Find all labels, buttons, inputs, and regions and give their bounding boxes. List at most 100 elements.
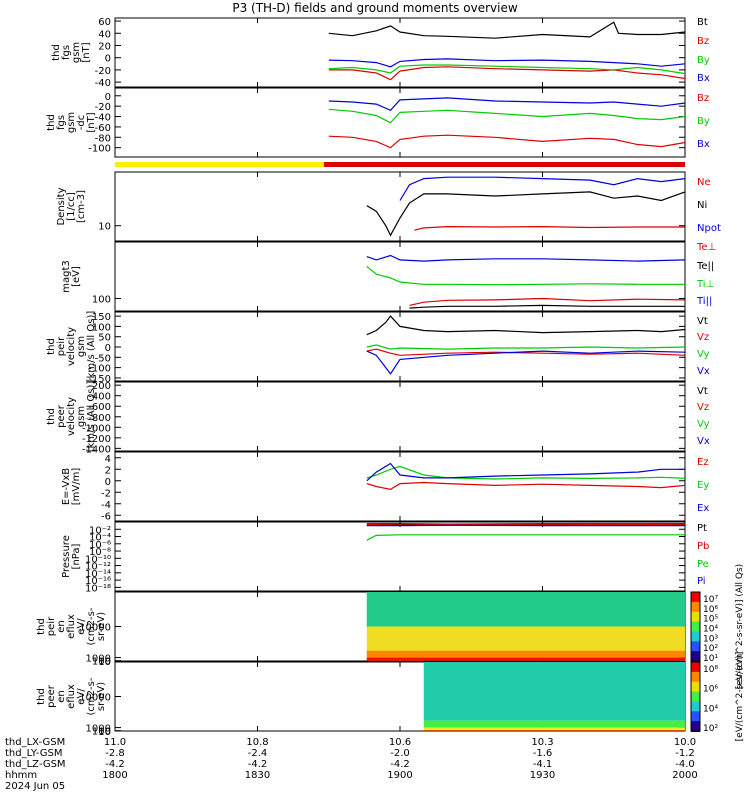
panel-pressure: Pressure [nPa]10⁻²10⁻⁴10⁻⁶10⁻⁸10⁻¹⁰10⁻¹²1… [61,521,709,594]
panel-peir_velocity: thd peir velocity gsm [km/s (All Qs)]1501005… [46,311,710,385]
spectrogram-band [366,626,685,651]
y-tick-label: -800 [88,413,111,424]
legend-Ey: Ey [697,480,709,491]
x-axis-value: -2.4 [248,748,268,759]
y-tick-label: -100 [88,144,111,155]
legend-Vx: Vx [697,366,710,377]
panel-frame [114,87,686,158]
y-tick-label: 50 [98,333,111,344]
y-axis-label: [mV/m] [71,468,82,506]
series-Ni [366,191,686,237]
x-axis-value: -4.1 [533,759,553,770]
y-tick-label: -1400 [82,444,111,455]
x-axis-value: 10.3 [531,737,553,748]
legend-Ti⊥: Ti⊥ [696,279,714,290]
y-tick-label: 1000 [86,654,111,665]
series-By [328,108,686,124]
panel-peir_en_eflux: thd peir en eflux eV/(cm2-s-sr-eV)10000 10001… [36,591,686,668]
y-tick-label: 10⁻¹⁸ [85,583,111,594]
colorbar-tick-label: 10⁸ [703,665,718,675]
y-tick-label: -20 [95,102,111,113]
series-Bz [328,66,686,81]
x-axis-value: 10.0 [674,737,696,748]
panel-frame [114,521,686,592]
series-Bx [328,58,686,68]
colorbar-peer_en_eflux: 10⁸ 10⁶ 10⁴ 10² [eV/(cm^2-s-sr-eV)] [690,652,745,742]
y-axis-label: eV/ [76,618,87,635]
y-tick-label: 0 [105,343,111,354]
legend-Pb: Pb [697,541,709,552]
legend-Ex: Ex [697,503,709,514]
y-axis-label: Pressure [61,535,72,578]
x-axis-value: 1900 [387,770,412,781]
y-axis-label: -dc [76,115,87,130]
colorbar-segment [691,592,700,603]
legend-Te||: Te|| [696,261,714,272]
y-tick-label: 10⁻⁶ [89,540,111,551]
series-Vy [366,344,686,350]
y-tick-label: 4 [105,454,111,465]
panel-frame [114,17,686,88]
y-tick-label: 10⁻¹⁴ [85,569,111,580]
y-axis-label: peir [46,616,57,636]
series-Vt [366,315,686,336]
y-tick-label: 10000 [79,623,111,634]
x-axis-value: -4.2 [390,759,410,770]
series-Ez [366,481,686,491]
legend-Bx: Bx [697,73,710,84]
colorbar-segment [691,621,700,633]
colorbar-tick-label: 10¹ [703,654,718,664]
colorbar-tick-label: 10³ [703,634,718,644]
x-axis-value: -2.0 [390,748,410,759]
y-tick-label: -50 [95,353,111,364]
legend-Pt: Pt [697,523,707,534]
y-axis-label: fgs [61,45,72,60]
y-tick-label: -400 [88,392,111,403]
y-axis-label: peer [56,404,67,428]
legend-Vt: Vt [697,316,708,327]
colorbar-segment [691,641,700,653]
y-axis-label: peir [56,336,67,356]
y-tick-label: -20 [95,66,111,77]
colorbar-tick-label: 10² [703,644,718,654]
colorbar-label: [eV/(cm^2-s-sr-eV)] [735,652,745,742]
series-Bt [328,21,686,39]
colorbar-segment [691,601,700,613]
y-tick-label: 10 [98,727,111,738]
panel-density: Density [1/cc] [cm-3] 10 Ne Ni Npot [56,171,721,242]
y-axis-label: gsm [76,406,87,427]
spectrogram-band [423,727,685,730]
y-tick-label: -1000 [82,423,111,434]
y-tick-label: 100 [92,294,111,305]
series-Te⊥ [409,297,686,306]
series-Ti|| [366,254,686,262]
y-axis-label: fgs [56,115,67,130]
y-tick-label: -4 [101,500,111,511]
y-tick-label: 10⁻⁴ [89,533,111,544]
x-axis-row-label: thd_LX-GSM [5,737,65,748]
colorbar-tick-label: 10⁴ [703,625,718,635]
y-axis-label: gsm [76,336,87,357]
y-tick-label: 150 [92,312,111,323]
x-axis-value: 10.8 [246,737,268,748]
y-tick-label: 2 [105,465,111,476]
x-axis-value: 1830 [245,770,270,781]
y-tick-label: -100 [88,364,111,375]
x-axis-value: -1.6 [533,748,553,759]
legend-Bx: Bx [697,139,710,150]
y-tick-label: -40 [95,113,111,124]
panel-efield: E=-VxB [mV/m] 420-2-4-6 Ez Ey Ex [61,451,709,522]
colorbar-segment [691,662,700,673]
y-axis-label: (cm2-s- [86,607,97,645]
y-tick-label: 20 [98,41,111,52]
y-tick-label: 10⁻¹² [85,562,111,573]
legend-Pi: Pi [697,576,706,587]
series-Bz [328,134,686,149]
y-tick-label: -200 [88,381,111,392]
series-Vz [366,348,686,356]
series-Ti⊥ [366,265,685,286]
y-axis-label: thd [46,338,57,355]
series-Npot [399,176,686,201]
y-tick-label: 0 [105,54,111,65]
